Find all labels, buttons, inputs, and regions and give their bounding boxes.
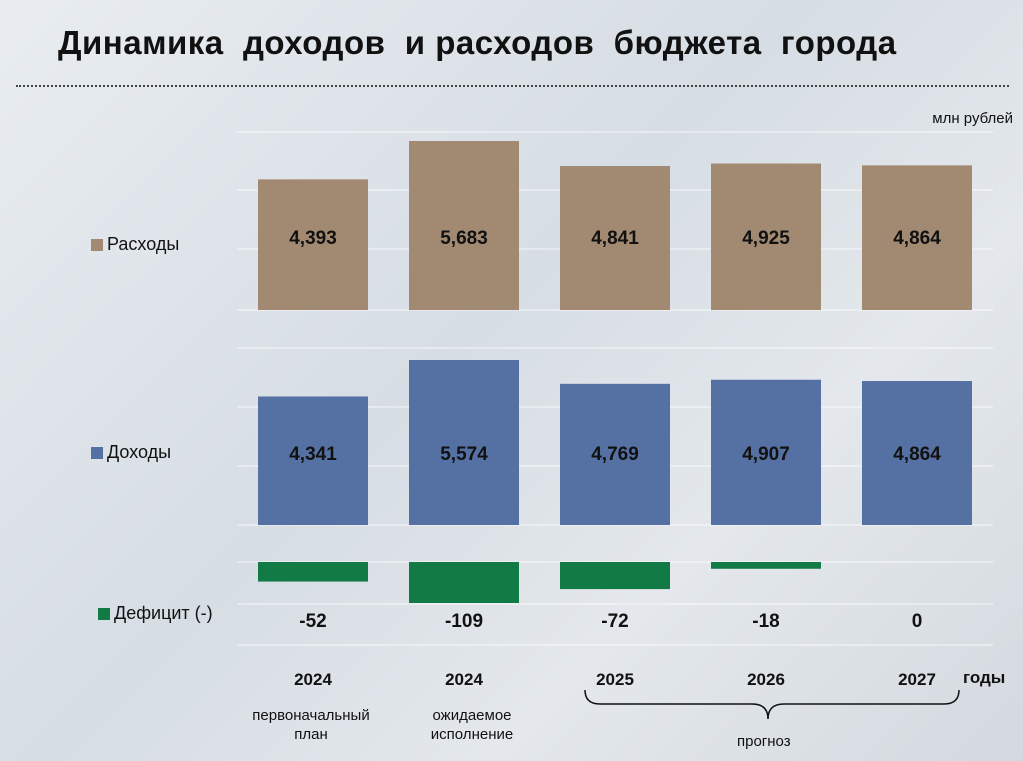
expenses-bar [409, 141, 519, 310]
year-tick-label: 2025 [596, 670, 634, 689]
income-value-label: 5,574 [440, 444, 488, 465]
income-bar [862, 381, 972, 525]
deficit-value-label: -18 [752, 611, 779, 632]
years-word: годы [963, 668, 1006, 687]
forecast-brace [584, 689, 960, 720]
income-bar [258, 396, 368, 525]
income-value-label: 4,864 [893, 444, 941, 465]
legend-deficit-swatch [98, 607, 110, 620]
legend-expenses-label: Расходы [107, 234, 180, 254]
legend-deficit-label: Дефицит (-) [114, 603, 213, 623]
legend-expenses: Расходы [91, 234, 179, 255]
expenses-value-label: 4,864 [893, 228, 941, 249]
income-bar [560, 383, 670, 525]
forecast-label: прогноз [737, 733, 791, 750]
year-tick-label: 2027 [898, 670, 936, 689]
legend-income: Доходы [91, 442, 171, 463]
income-value-label: 4,907 [742, 444, 790, 465]
year-tick-label: 2026 [747, 670, 785, 689]
expenses-bar [258, 179, 368, 310]
deficit-value-label: -52 [299, 611, 326, 632]
deficit-bar [258, 562, 368, 582]
deficit-bar [560, 562, 670, 590]
sublabel-expected: ожидаемое исполнение [430, 707, 514, 743]
year-tick-label: 2024 [445, 670, 483, 689]
income-bar [711, 379, 821, 525]
expenses-value-label: 4,393 [289, 228, 337, 249]
sublabel-plan: первоначальный план [252, 707, 370, 743]
income-bar [409, 360, 519, 525]
deficit-value-label: 0 [912, 611, 923, 632]
expenses-value-label: 5,683 [440, 228, 488, 249]
expenses-value-label: 4,841 [591, 228, 639, 249]
expenses-bar [711, 163, 821, 310]
expenses-value-label: 4,925 [742, 228, 790, 249]
income-value-label: 4,341 [289, 444, 337, 465]
legend-income-label: Доходы [107, 442, 172, 462]
income-value-label: 4,769 [591, 444, 639, 465]
legend-income-swatch [91, 446, 103, 459]
legend-deficit: Дефицит (-) [98, 603, 213, 624]
chart-title: Динамика доходов и расходов бюджета горо… [58, 24, 897, 61]
unit-label: млн рублей [932, 110, 1013, 127]
deficit-value-label: -72 [601, 611, 628, 632]
deficit-bar [409, 562, 519, 603]
deficit-bar [711, 562, 821, 569]
legend-expenses-swatch [91, 238, 103, 251]
deficit-value-label: -109 [445, 611, 483, 632]
expenses-bar [560, 166, 670, 310]
expenses-bar [862, 165, 972, 310]
year-tick-label: 2024 [294, 670, 332, 689]
title-divider [16, 85, 1009, 87]
